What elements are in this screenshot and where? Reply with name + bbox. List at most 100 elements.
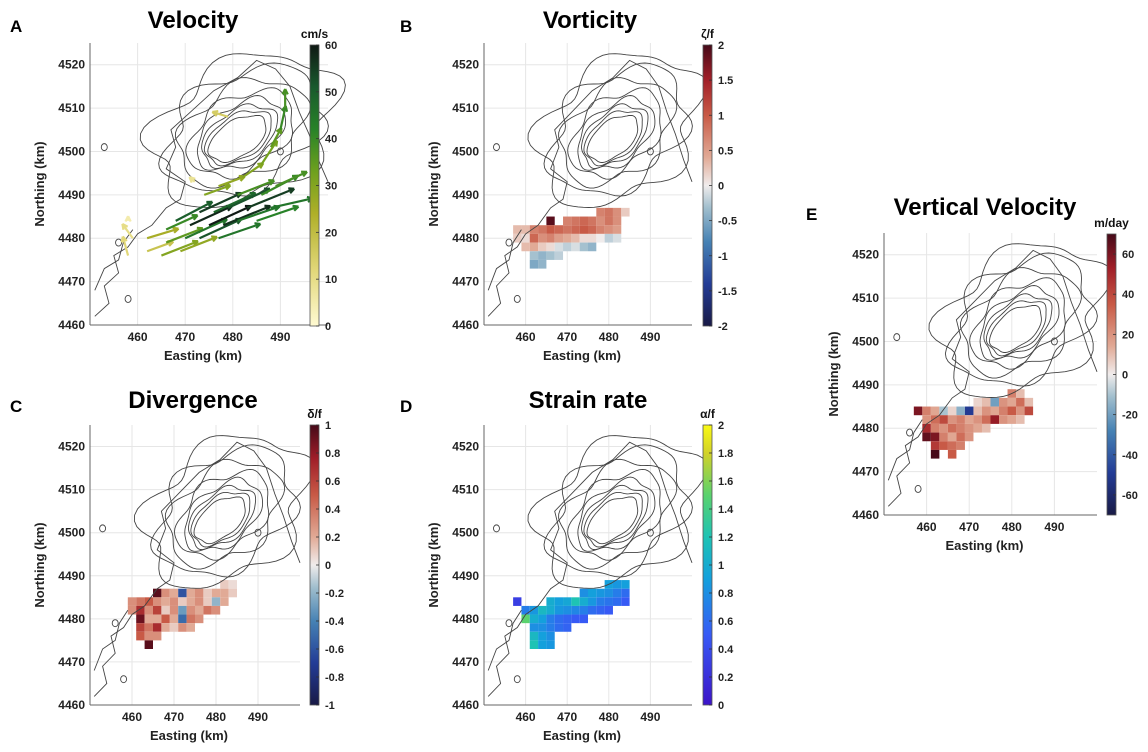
bathymetry-contour [586,496,639,545]
velocity-arrow [165,214,199,231]
x-tick-label: 460 [128,330,148,344]
velocity-arrow [270,195,314,209]
heatmap-cell [612,216,622,226]
x-axis-label: Easting (km) [543,728,621,743]
x-axis-label: Easting (km) [150,728,228,743]
colorbar-tick-label: 1.8 [718,448,733,460]
heatmap-cell [596,225,605,234]
heatmap-cell [529,225,539,234]
x-tick-label: 460 [516,330,536,344]
bathymetry-contour [487,441,693,697]
bathymetry-contour [985,300,1047,357]
colorbar-label: m/day [1094,216,1129,230]
heatmap-cell [186,614,195,624]
islet-contour [893,333,901,342]
bathymetry-contour [983,293,1053,359]
heatmap-cell [922,432,931,442]
heatmap-cell [529,233,539,243]
heatmap-cell [538,233,547,243]
colorbar-tick-label: -40 [1122,450,1138,462]
colorbar-tick-label: 2 [718,40,724,52]
colorbar-tick-label: -0.4 [325,616,345,628]
heatmap-cell [947,415,957,424]
colorbar-tick-label: 0 [718,181,724,193]
heatmap-cell [571,225,580,234]
heatmap-cell [538,259,547,269]
y-tick-label: 4490 [58,569,85,583]
heatmap-cell [930,441,940,450]
bathymetry-contour [567,87,662,180]
y-tick-label: 4480 [452,612,479,626]
heatmap-cell [546,614,555,624]
y-tick-label: 4480 [852,421,879,435]
heatmap-cell [186,623,195,632]
islet-contour [100,143,108,152]
heatmap-cell [612,580,622,589]
heatmap-cell [579,588,588,598]
heatmap-cell [947,441,957,450]
heatmap-cell [999,415,1008,424]
heatmap-cell [990,406,1000,416]
heatmap-cell [136,605,145,615]
y-tick-label: 4510 [452,101,479,115]
heatmap-cell [579,597,588,606]
heatmap-cell [546,605,555,615]
bathymetry-contour [201,103,279,169]
bathymetry-contour [93,609,129,671]
bathymetry-contour [193,496,246,545]
heatmap-cell [538,242,547,252]
velocity-arrow [211,109,229,118]
heatmap-cell [153,588,162,598]
heatmap-cell [153,597,162,606]
heatmap-cell [169,623,179,632]
heatmap-cell [529,623,539,632]
heatmap-cell [579,225,588,234]
colorbar-tick-label: -0.2 [325,588,344,600]
colorbar-tick-label: 1 [718,110,724,122]
heatmap-cell [153,631,162,641]
heatmap-cell [538,614,547,624]
heatmap-cell [913,406,923,416]
colorbar-tick-label: -0.8 [325,672,344,684]
heatmap-cell [596,597,605,606]
heatmap-cell [612,225,622,234]
heatmap-cell [144,605,153,615]
colorbar-label: cm/s [301,27,329,41]
heatmap-cell [195,605,204,615]
heatmap-cell [973,415,982,424]
colorbar-tick-label: 1 [325,420,331,432]
panel-label: B [400,17,412,36]
islet-contour [124,295,132,303]
colorbar-tick-label: 40 [325,134,337,146]
y-tick-label: 4510 [852,291,879,305]
heatmap-cell [220,588,229,598]
heatmap-cell [1016,415,1025,424]
islet-contour [646,147,654,156]
heatmap-cell [521,614,530,624]
heatmap-cell [1016,389,1025,398]
panel-label: E [806,205,817,224]
panel-c: C Divergence 460 470 480 490 4460 4470 4480 4490 4… [10,387,345,743]
x-tick-label: 470 [164,710,184,724]
bathymetry-contour [207,114,267,163]
y-tick-label: 4480 [58,231,85,245]
x-tick-label: 470 [557,330,577,344]
heatmap-cell [579,233,588,243]
heatmap-cell [161,597,170,606]
panel-label: A [10,17,22,36]
y-tick-label: 4470 [452,275,479,289]
heatmap-cell [604,225,613,234]
colorbar-tick-label: 1.5 [718,75,733,87]
heatmap-cell [596,207,605,217]
colorbar-tick-label: 0.6 [718,616,733,628]
bathymetry-contour [190,491,251,548]
bathymetry-contour [94,229,134,291]
heatmap-cell [563,216,572,226]
heatmap-cell [947,449,957,459]
heatmap-cell [947,432,957,442]
heatmap-cell [571,242,580,252]
heatmap-cell [588,242,597,252]
islet-contour [115,238,123,247]
y-tick-label: 4490 [452,569,479,583]
